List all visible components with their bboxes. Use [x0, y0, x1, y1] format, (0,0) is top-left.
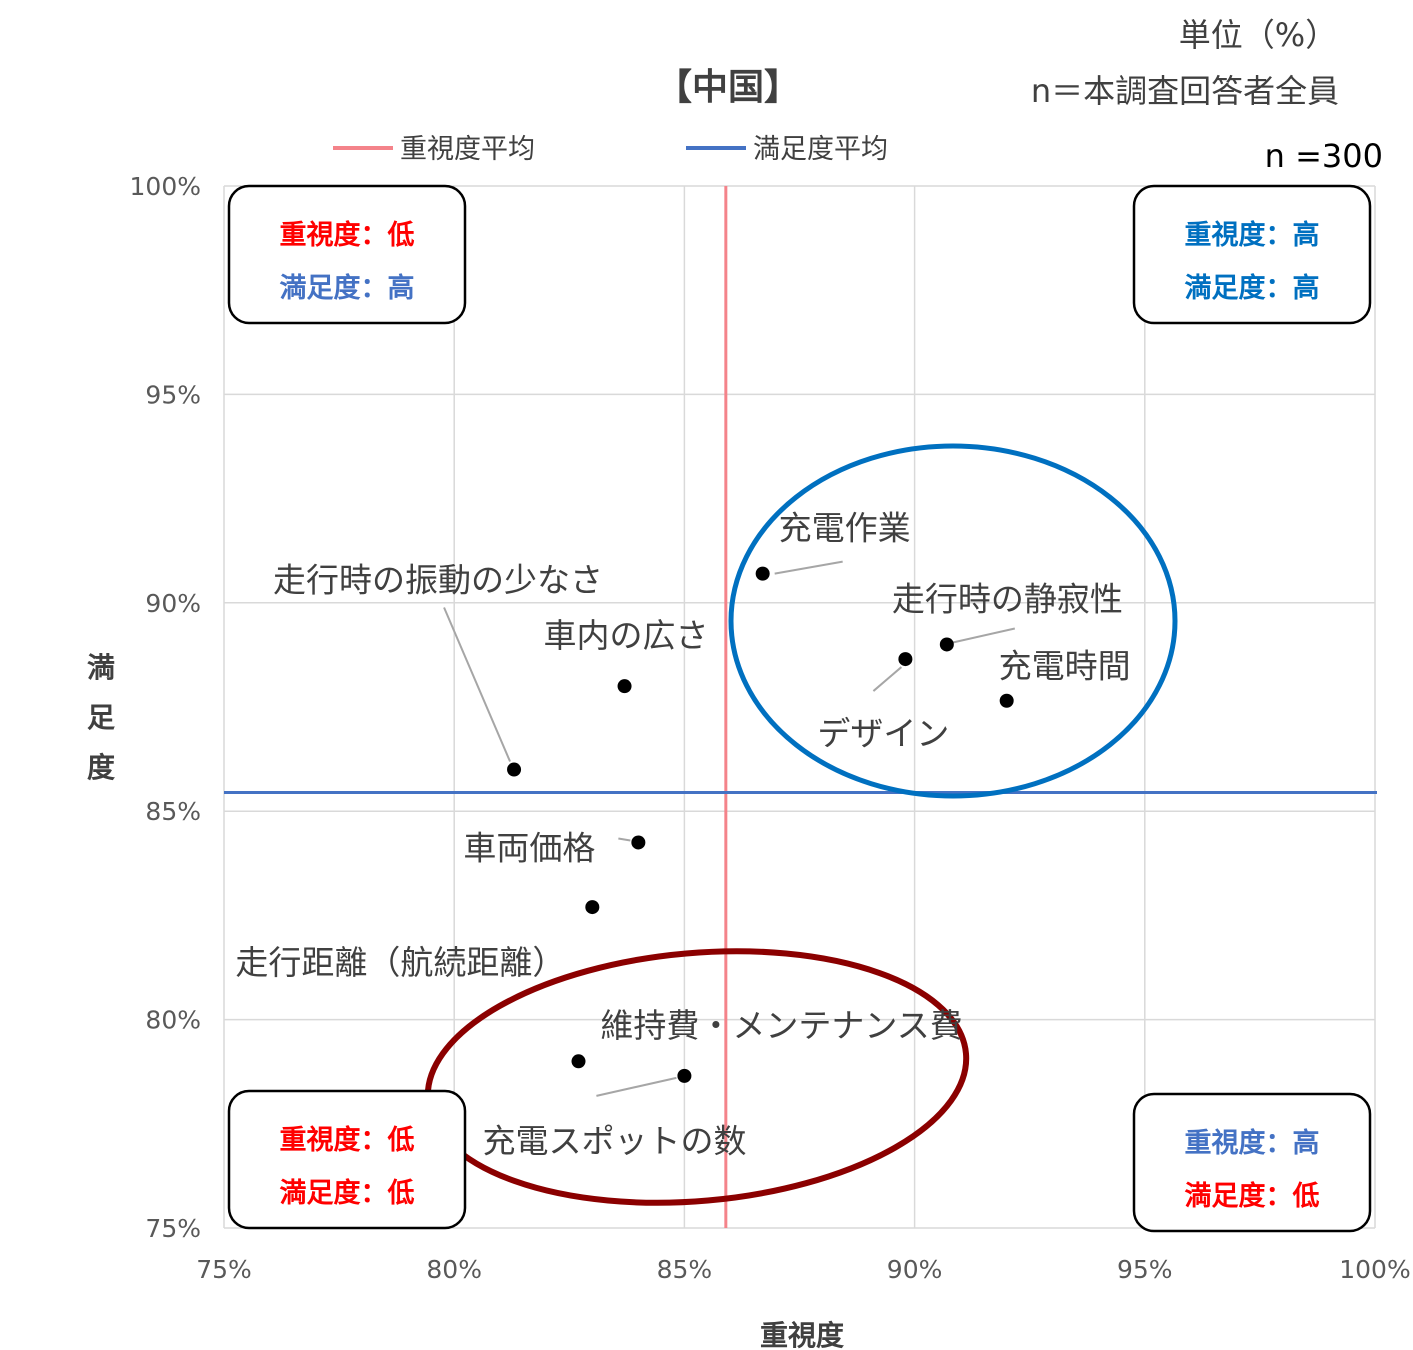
- quadrant-bottom-right: 重視度：高 満足度：低: [1132, 1092, 1372, 1233]
- label-leader-line: [872, 666, 903, 692]
- quadrant-top-right-importance: 重視度：高: [1185, 219, 1320, 251]
- label-leader-line: [952, 627, 1016, 644]
- data-point: [898, 652, 913, 667]
- x-tick-label: 100%: [1339, 1255, 1410, 1284]
- point-label: 維持費・メンテナンス費: [600, 1006, 962, 1045]
- data-point: [631, 835, 646, 850]
- quadrant-top-left-satisfaction: 満足度：高: [280, 272, 415, 304]
- y-tick-label: 95%: [145, 380, 201, 409]
- y-axis-title-char-0: 満: [87, 651, 115, 684]
- quadrant-top-left: 重視度：低 満足度：高: [227, 184, 467, 325]
- data-point: [507, 762, 522, 777]
- label-leader-line: [774, 560, 843, 575]
- legend: 重視度平均 満足度平均: [333, 134, 888, 165]
- y-tick-label: 85%: [145, 797, 201, 826]
- axis-ticks: 75% 80% 85% 90% 95% 100% 75% 80% 85% 90% 95% 100%: [130, 172, 1411, 1284]
- point-label: 車内の広さ: [544, 616, 709, 655]
- point-label: デザイン: [817, 714, 949, 753]
- data-point: [677, 1068, 692, 1083]
- data-point: [939, 637, 954, 652]
- data-point: [755, 566, 770, 581]
- data-point: [585, 900, 600, 915]
- chart-title: 【中国】: [656, 67, 800, 108]
- x-tick-label: 80%: [426, 1255, 482, 1284]
- point-label: 充電作業: [779, 509, 911, 548]
- point-label: 走行時の静寂性: [892, 579, 1123, 618]
- grid: [223, 185, 1376, 1229]
- point-label: 充電スポットの数: [483, 1121, 747, 1160]
- quadrant-top-right: 重視度：高 満足度：高: [1132, 184, 1372, 325]
- point-label: 充電時間: [999, 647, 1131, 686]
- data-point: [617, 679, 632, 694]
- data-point: [571, 1054, 586, 1069]
- y-tick-label: 100%: [130, 172, 201, 201]
- unit-note: 単位（%）: [1179, 16, 1337, 54]
- quadrant-bottom-left: 重視度：低 満足度：低: [227, 1089, 467, 1230]
- x-axis-title: 重視度: [760, 1319, 844, 1350]
- reference-lines: [224, 186, 1377, 1228]
- x-tick-label: 95%: [1117, 1255, 1173, 1284]
- n-value: n =300: [1265, 137, 1383, 175]
- label-leader-line: [443, 607, 511, 762]
- quadrant-top-left-importance: 重視度：低: [280, 219, 415, 251]
- label-leader-line: [618, 837, 631, 842]
- n-note: n＝本調査回答者全員: [1031, 72, 1339, 110]
- point-label: 車両価格: [463, 828, 595, 867]
- quadrant-bottom-right-importance: 重視度：高: [1185, 1127, 1320, 1159]
- data-point: [999, 693, 1014, 708]
- quadrant-bottom-right-satisfaction: 満足度：低: [1185, 1180, 1320, 1212]
- x-tick-label: 75%: [196, 1255, 252, 1284]
- highlight-ellipse-blue: [728, 443, 1178, 799]
- label-leader-line: [596, 1076, 677, 1097]
- legend-satisfaction-avg-label: 満足度平均: [753, 134, 888, 165]
- quadrant-top-right-satisfaction: 満足度：高: [1185, 272, 1320, 304]
- quadrant-bottom-left-satisfaction: 満足度：低: [280, 1177, 415, 1209]
- y-axis-title-char-2: 度: [87, 751, 115, 784]
- x-tick-label: 85%: [657, 1255, 713, 1284]
- y-tick-label: 75%: [145, 1214, 201, 1243]
- quadrant-bottom-left-importance: 重視度：低: [280, 1124, 415, 1156]
- y-tick-label: 90%: [145, 589, 201, 618]
- point-label: 走行時の振動の少なさ: [273, 561, 603, 600]
- label-leader-lines: [443, 560, 1016, 1097]
- y-axis-title-char-1: 足: [87, 701, 115, 734]
- data-points: [507, 566, 1014, 1083]
- point-label: 走行距離（航続距離）: [235, 943, 565, 982]
- x-tick-label: 90%: [887, 1255, 943, 1284]
- y-tick-label: 80%: [145, 1006, 201, 1035]
- legend-importance-avg-label: 重視度平均: [400, 134, 535, 165]
